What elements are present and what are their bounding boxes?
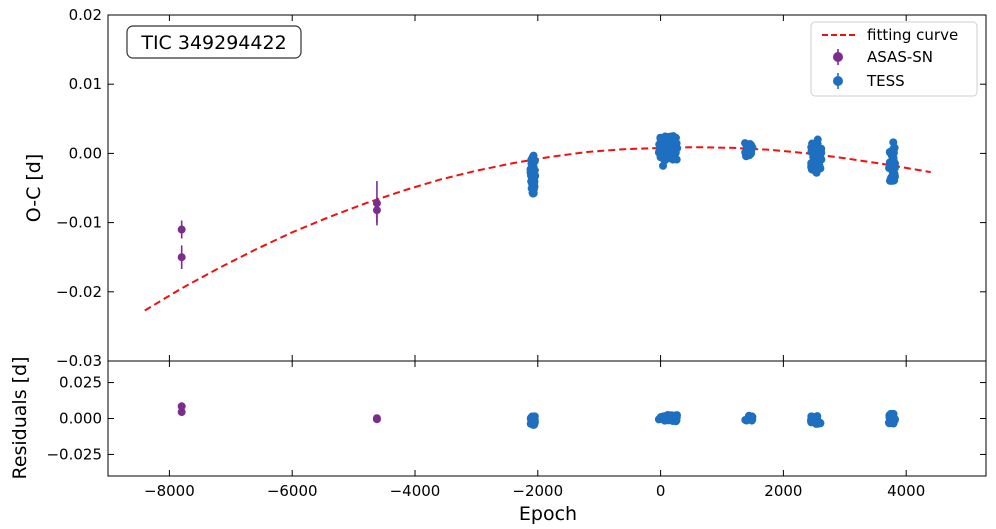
top-tess-point <box>655 146 664 155</box>
top-tess-point <box>672 155 681 164</box>
top-tess-point <box>658 153 667 162</box>
bottom-y-axis-title: Residuals [d] <box>9 356 31 479</box>
bottom-x-tick-label: −6000 <box>267 482 318 500</box>
top-y-tick-label: −0.02 <box>56 283 102 301</box>
top-tess-point <box>887 160 896 169</box>
bottom-asassn-point <box>177 408 186 417</box>
bottom-x-tick-label: 0 <box>656 482 666 500</box>
bottom-asassn-point <box>372 415 381 424</box>
legend-asassn-label: ASAS-SN <box>867 48 933 66</box>
top-tess-point <box>526 165 535 174</box>
top-tess-point <box>812 142 821 151</box>
annotation-label: TIC 349294422 <box>140 32 286 54</box>
top-y-tick-label: 0.02 <box>69 6 102 24</box>
bottom-x-tick-label: −8000 <box>144 482 195 500</box>
top-tess-point <box>659 161 668 170</box>
top-asassn-point <box>372 206 381 215</box>
bottom-y-tick-label: 0.000 <box>59 410 102 428</box>
top-tess-point <box>528 153 537 162</box>
legend-frame <box>810 21 978 97</box>
top-tess-point <box>742 149 751 158</box>
bottom-y-tick-label: −0.025 <box>46 445 102 463</box>
legend: fitting curve ASAS-SN TESS <box>810 21 978 97</box>
top-tess-point <box>658 134 667 143</box>
bottom-y-tick-label: 0.025 <box>59 374 102 392</box>
legend-tess-swatch <box>833 76 843 86</box>
bottom-tess-point <box>812 414 821 423</box>
top-tess-point <box>889 138 898 147</box>
top-tess-point <box>811 148 820 157</box>
annotation-frame <box>126 25 302 59</box>
top-tess-point <box>665 154 674 163</box>
legend-tess-label: TESS <box>866 72 905 90</box>
bottom-panel: −0.025 0.000 0.025 −8000 −6000 −4000 −2000 0 200… <box>46 360 987 500</box>
top-y-tick-label: 0.00 <box>69 144 102 162</box>
legend-fit-label: fitting curve <box>867 26 958 44</box>
top-asassn-point <box>177 253 186 262</box>
top-tess-point <box>746 142 755 151</box>
x-axis-title: Epoch <box>519 503 577 525</box>
top-y-tick-label: 0.01 <box>69 75 102 93</box>
top-tess-point <box>813 135 822 144</box>
bottom-x-tick-label: −2000 <box>512 482 563 500</box>
top-panel: −0.03 −0.02 −0.01 0.00 0.01 0.02 <box>56 6 987 370</box>
bottom-tess-point <box>527 419 536 428</box>
bottom-x-tick-label: −4000 <box>390 482 441 500</box>
top-y-axis-title: O-C [d] <box>23 154 45 223</box>
bottom-asassn-point <box>177 402 186 411</box>
bottom-plot-frame <box>107 360 987 477</box>
top-tess-point <box>529 174 538 183</box>
bottom-tess-point <box>886 413 895 422</box>
bottom-x-tick-label: 4000 <box>887 482 925 500</box>
top-tess-point <box>528 189 537 198</box>
top-tess-point <box>890 176 899 185</box>
top-tess-point <box>888 149 897 158</box>
legend-asassn-swatch <box>833 52 843 62</box>
bottom-tess-point <box>530 412 539 421</box>
bottom-x-tick-label: 2000 <box>764 482 802 500</box>
bottom-tess-point <box>747 416 756 425</box>
top-tess-point <box>662 147 671 156</box>
annotation-box: TIC 349294422 <box>126 25 302 59</box>
top-y-tick-label: −0.01 <box>56 214 102 232</box>
bottom-tess-point <box>661 414 670 423</box>
top-asassn-point <box>177 225 186 234</box>
top-y-tick-label: −0.03 <box>56 352 102 370</box>
bottom-tess-point <box>671 415 680 424</box>
top-tess-point <box>812 168 821 177</box>
